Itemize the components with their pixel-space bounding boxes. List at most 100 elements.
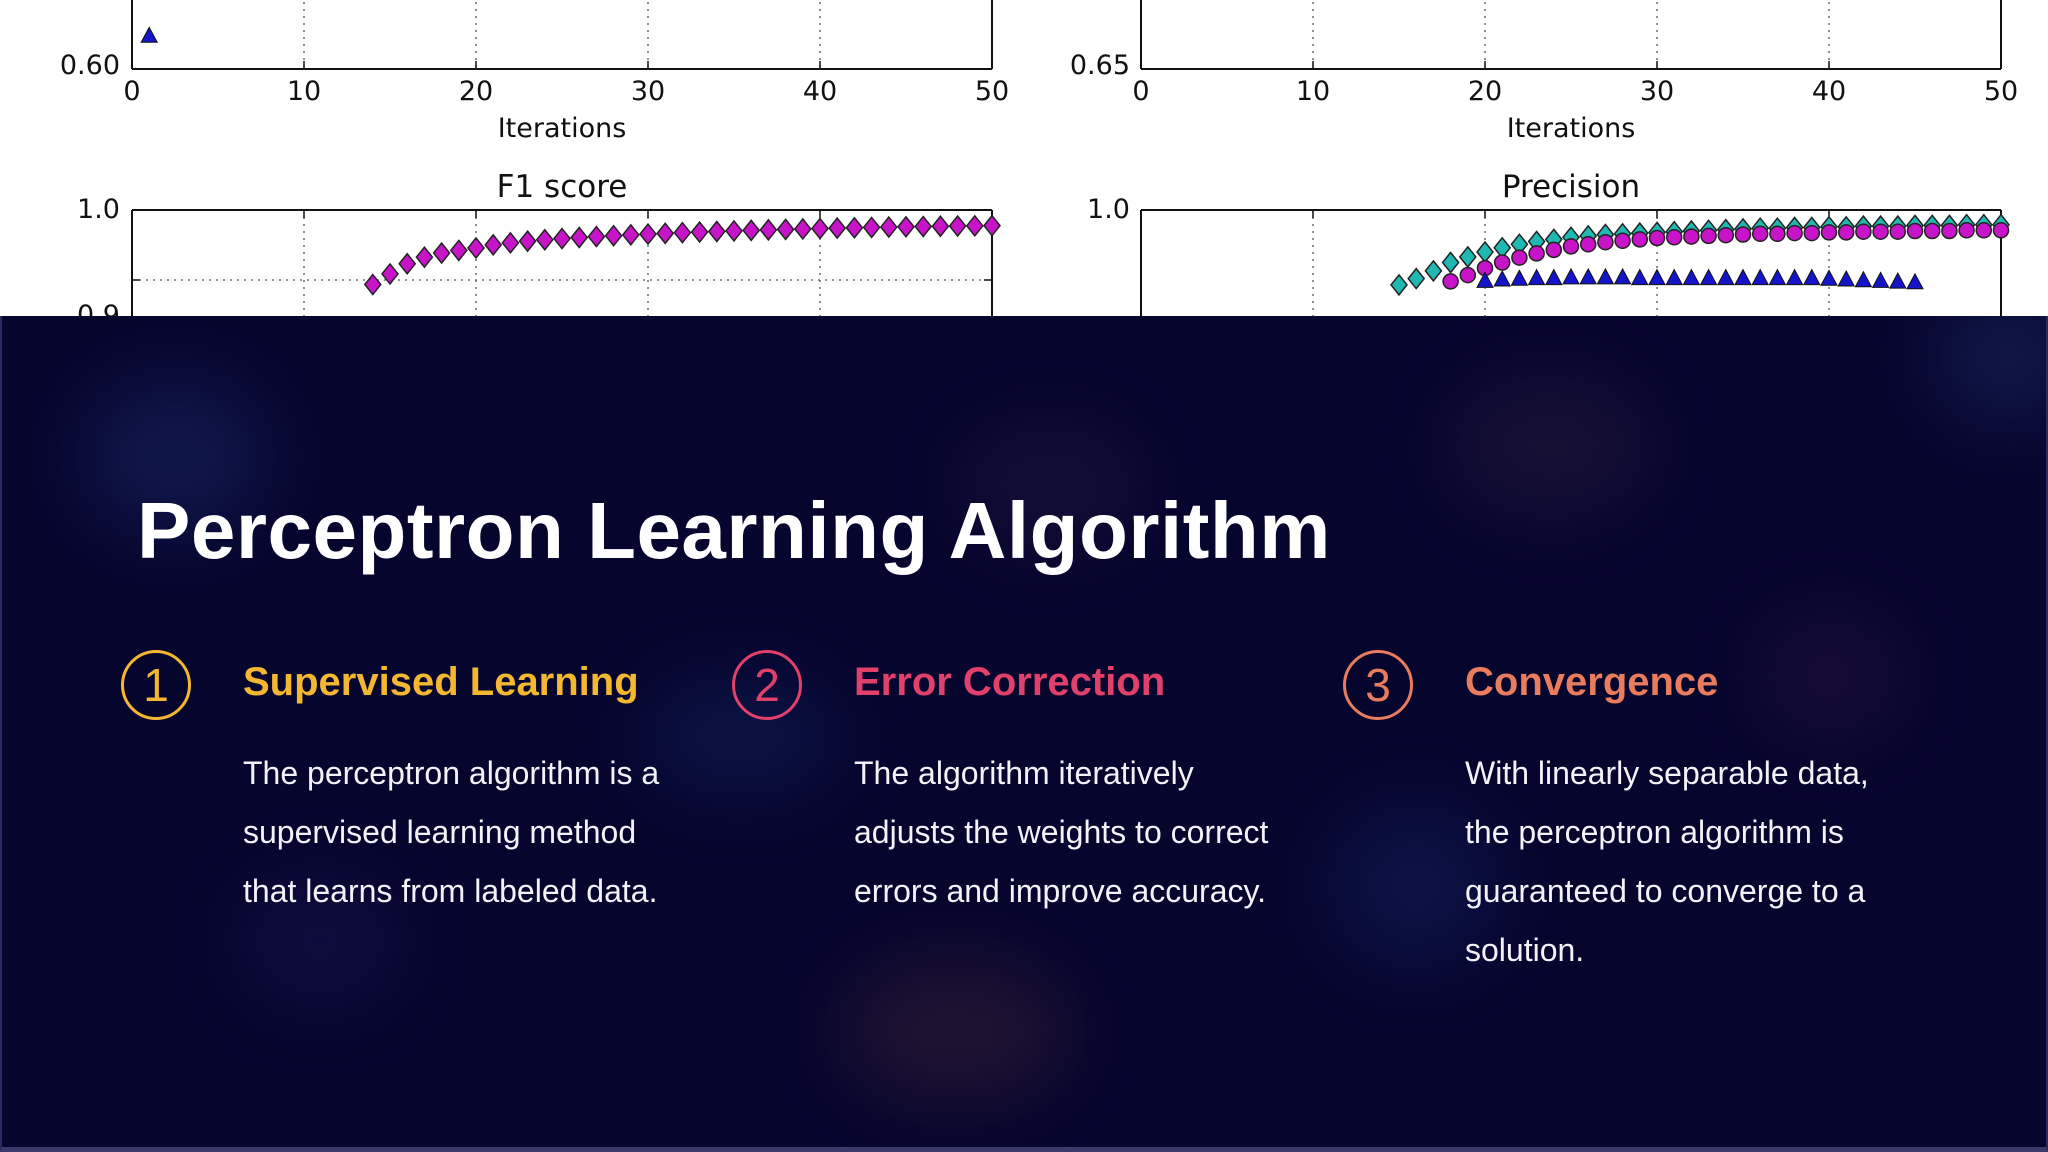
data-point xyxy=(1683,228,1700,245)
data-point xyxy=(1545,241,1563,259)
data-point xyxy=(587,225,606,248)
ytick-label: 0.9 xyxy=(77,300,120,318)
data-point xyxy=(484,233,503,257)
number-badge: 3 xyxy=(1343,650,1413,720)
data-point xyxy=(1682,268,1701,286)
plot-precision: Precision 1.0 xyxy=(1087,169,2010,318)
data-point xyxy=(1665,268,1684,286)
card-body: The perceptron algorithm is a supervised… xyxy=(243,755,660,909)
ytick-label: 1.0 xyxy=(1087,194,1130,225)
data-point xyxy=(1802,268,1821,286)
data-point xyxy=(449,239,468,262)
data-point xyxy=(1820,224,1838,241)
data-point xyxy=(1442,273,1459,290)
xtick-label: 10 xyxy=(1296,76,1330,107)
data-point xyxy=(742,219,761,242)
bokeh-light xyxy=(960,426,1140,546)
plot-top-right: 0.65 Iterations 0 10 20 30 40 50 xyxy=(1070,0,2018,144)
xtick-label: 50 xyxy=(1984,76,2018,107)
data-point xyxy=(570,226,589,249)
data-point xyxy=(1871,271,1890,288)
data-point xyxy=(1751,225,1769,243)
data-point xyxy=(1906,222,1924,240)
data-point xyxy=(759,218,778,242)
xtick-label: 0 xyxy=(123,76,140,107)
data-point xyxy=(1716,268,1735,286)
data-point xyxy=(1579,267,1598,285)
bokeh-light xyxy=(1330,806,1500,966)
card-title: Error Correction xyxy=(854,660,1166,704)
data-point xyxy=(965,214,984,238)
data-point xyxy=(793,217,812,241)
data-point xyxy=(656,222,675,245)
data-point xyxy=(1511,249,1528,266)
bokeh-light xyxy=(1930,316,2048,426)
data-point xyxy=(1613,267,1632,285)
data-point xyxy=(776,218,795,241)
data-point xyxy=(1785,268,1804,286)
data-point xyxy=(1544,268,1563,286)
data-point xyxy=(432,241,451,265)
data-point xyxy=(1390,273,1408,297)
data-point xyxy=(725,219,743,243)
data-point xyxy=(1837,269,1856,287)
data-point xyxy=(1803,224,1821,242)
data-point xyxy=(690,220,709,244)
data-point xyxy=(1648,268,1666,286)
data-point xyxy=(1717,226,1735,244)
data-point xyxy=(862,216,881,239)
data-point xyxy=(1837,224,1855,241)
data-point xyxy=(1493,269,1512,287)
data-point xyxy=(1459,266,1477,284)
data-point xyxy=(1458,245,1477,269)
data-point xyxy=(1699,268,1718,286)
data-point xyxy=(1700,227,1717,245)
data-point xyxy=(845,216,864,239)
data-point xyxy=(1958,222,1975,239)
xtick-label: 10 xyxy=(287,76,321,107)
data-point xyxy=(501,231,520,255)
xtick-label: 40 xyxy=(1812,76,1846,107)
data-point xyxy=(931,215,950,238)
xtick-label: 20 xyxy=(1468,76,1502,107)
data-point xyxy=(1510,269,1529,286)
data-point xyxy=(467,236,485,260)
bokeh-light xyxy=(1450,376,1650,516)
data-point xyxy=(1614,232,1631,250)
slide-title: Perceptron Learning Algorithm xyxy=(137,486,1331,575)
data-point xyxy=(1888,272,1907,289)
data-point xyxy=(398,252,417,275)
data-point xyxy=(1493,254,1511,271)
data-point xyxy=(983,214,1001,237)
plot-canvas: 0.60 Iterations 0 10 20 30 40 50 0.65 Iterati… xyxy=(60,0,2018,318)
data-point xyxy=(553,227,571,250)
plot-title: F1 score xyxy=(497,169,628,205)
data-point xyxy=(381,262,399,286)
data-point xyxy=(1631,231,1649,248)
data-point xyxy=(1734,268,1752,286)
data-point xyxy=(1562,267,1580,285)
number-badge: 1 xyxy=(121,650,191,720)
data-point xyxy=(1579,236,1597,253)
plot-top-left: 0.60 Iterations 0 10 20 30 40 50 xyxy=(60,0,1009,144)
data-point xyxy=(1786,224,1803,242)
ytick-label: 0.65 xyxy=(1070,50,1130,81)
data-point xyxy=(1528,245,1545,262)
data-point xyxy=(1769,225,1786,243)
data-point xyxy=(1768,268,1787,286)
card-title: Convergence xyxy=(1465,660,1719,704)
plot-title: Precision xyxy=(1502,169,1640,205)
data-point xyxy=(1527,268,1546,286)
data-point xyxy=(1855,223,1872,240)
card-body: With linearly separable data, the percep… xyxy=(1465,755,1869,968)
number-badge: 2 xyxy=(732,650,802,720)
bokeh-light xyxy=(80,376,270,536)
data-point xyxy=(811,217,829,240)
ytick-label: 1.0 xyxy=(77,194,120,225)
data-point xyxy=(1854,270,1873,288)
bokeh-light xyxy=(840,956,1070,1106)
data-point xyxy=(1889,223,1907,240)
data-point xyxy=(535,228,554,251)
data-point xyxy=(1424,259,1443,283)
data-point xyxy=(1992,222,2010,239)
